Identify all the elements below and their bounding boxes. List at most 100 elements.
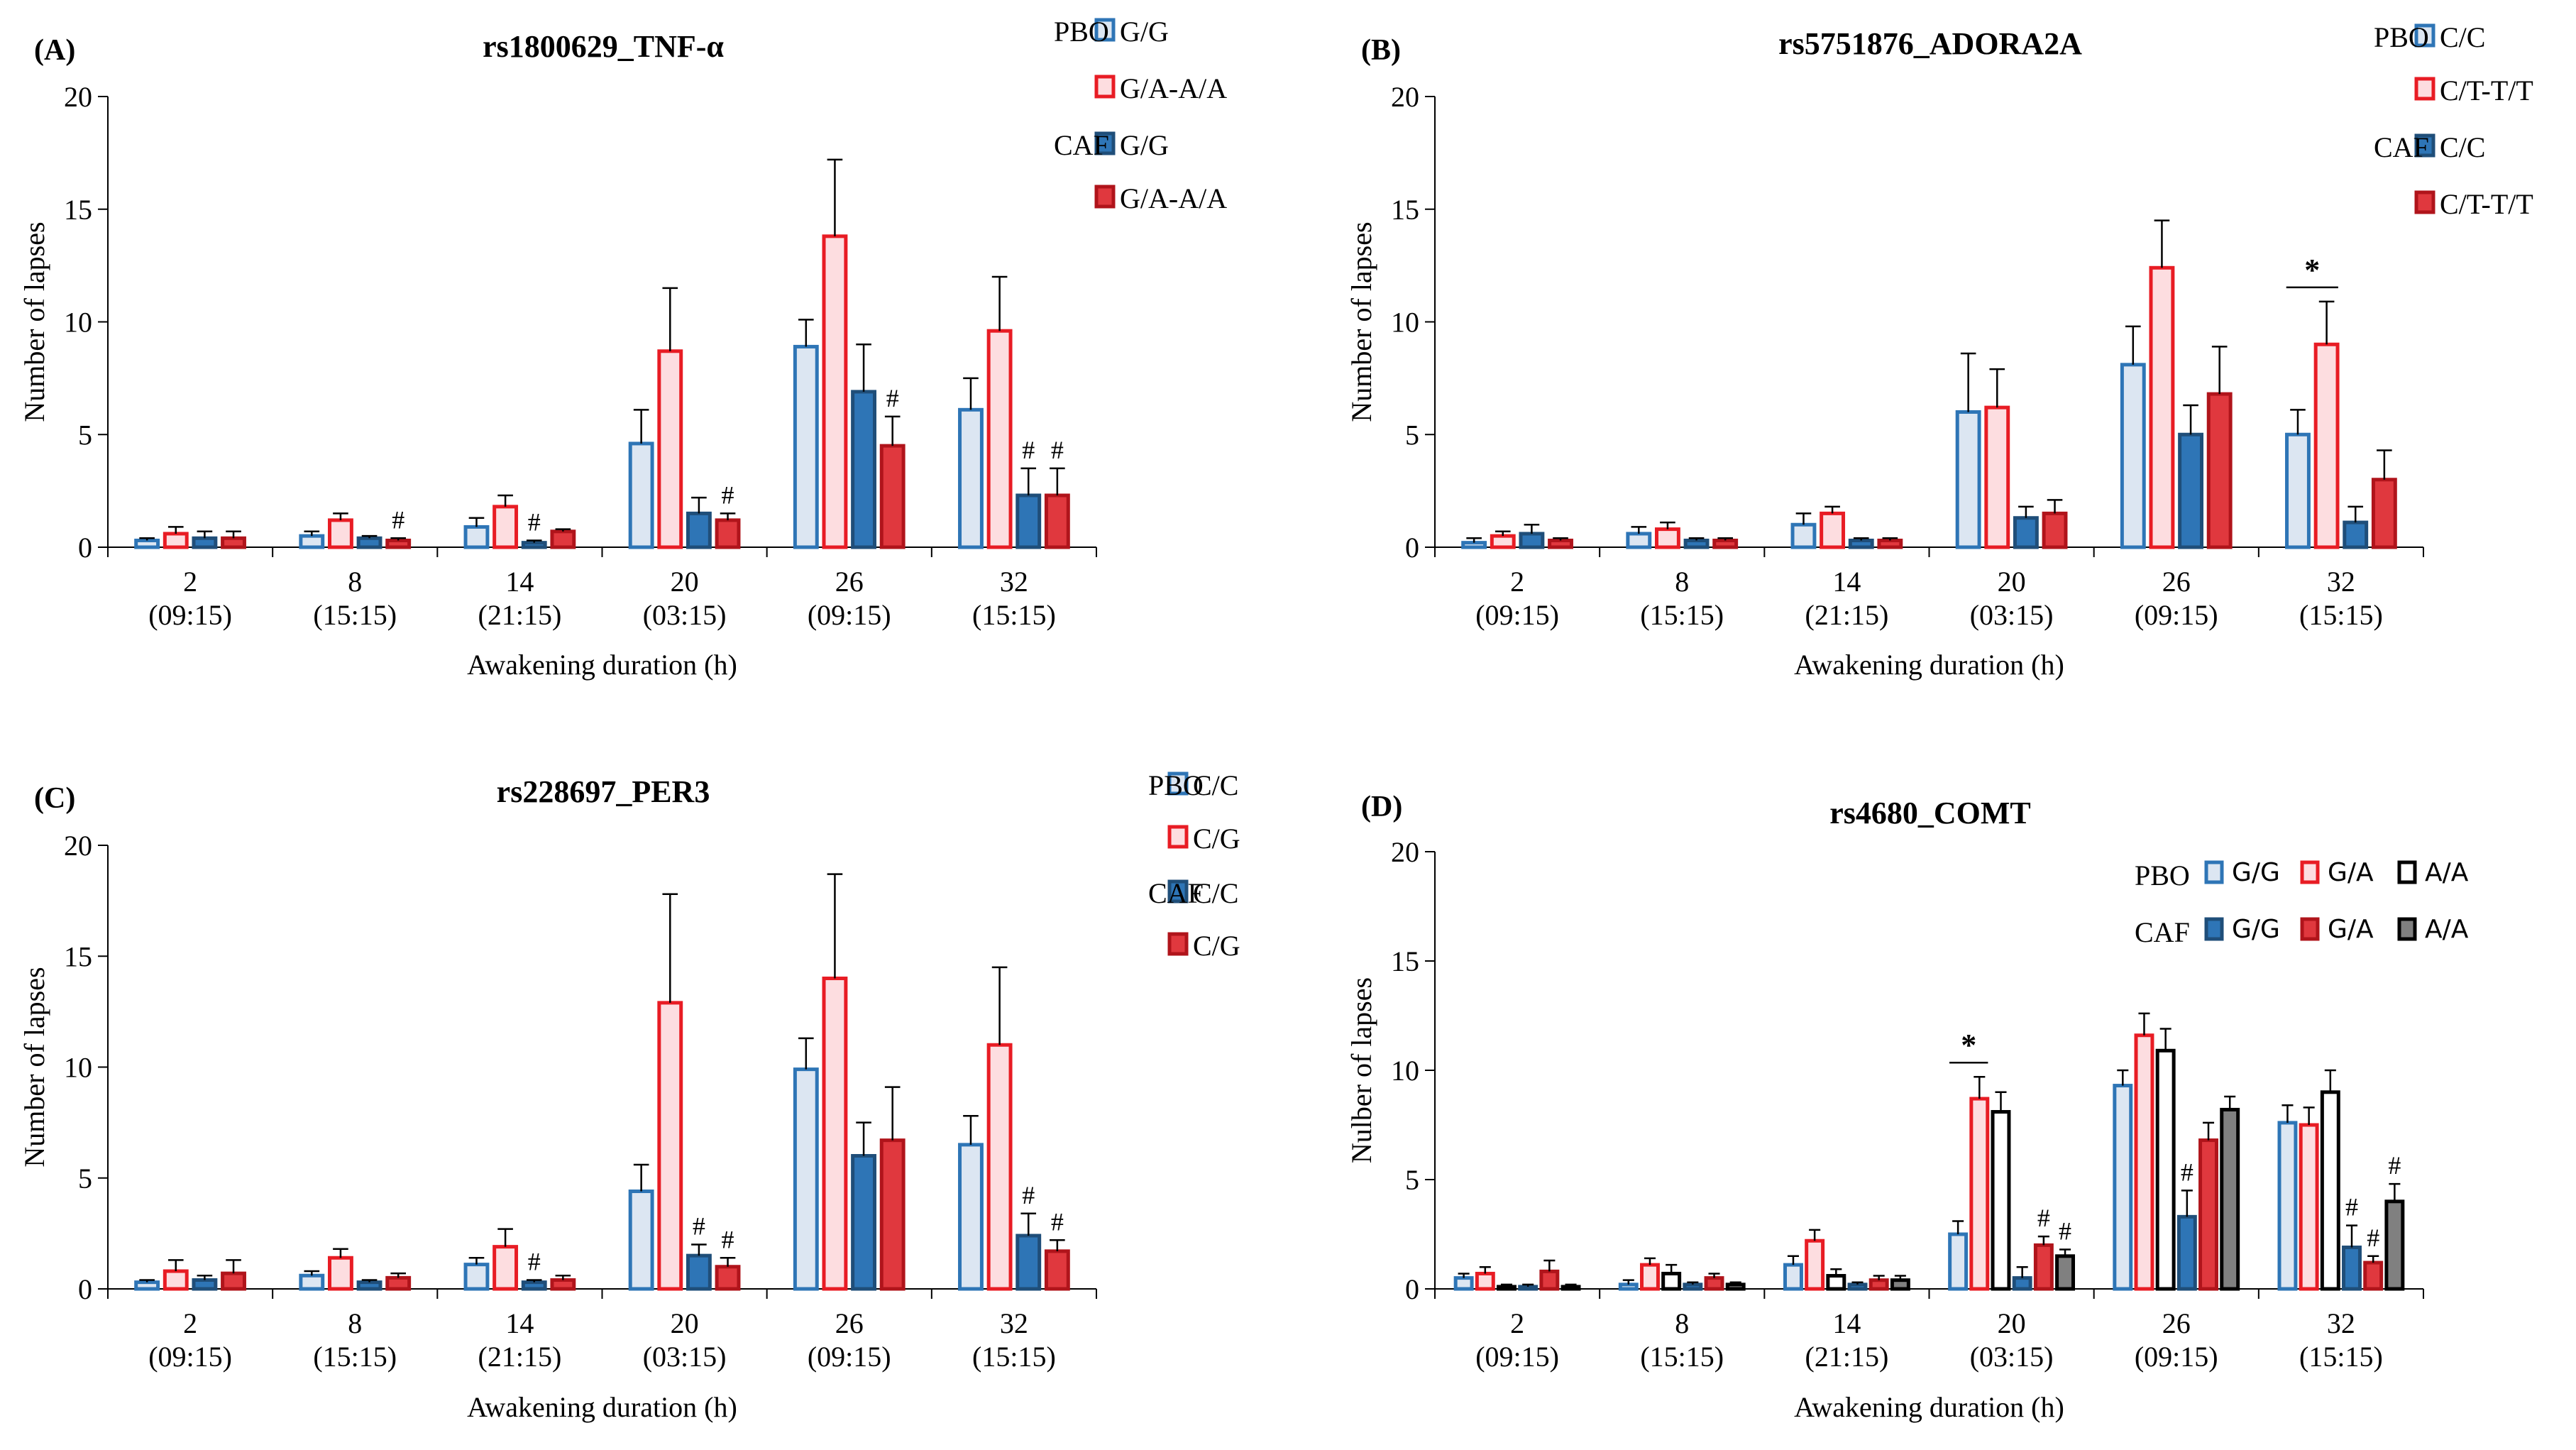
bar[interactable] xyxy=(385,1275,412,1291)
bar[interactable] xyxy=(2277,1121,2298,1291)
bar[interactable] xyxy=(192,536,218,549)
bar[interactable] xyxy=(1497,1285,1517,1291)
bar[interactable] xyxy=(1969,1097,1990,1291)
bar[interactable] xyxy=(2285,432,2311,549)
bar[interactable] xyxy=(958,1143,984,1291)
bar[interactable] xyxy=(1519,532,1545,549)
bar[interactable] xyxy=(1561,1285,1581,1291)
bar[interactable] xyxy=(163,532,189,549)
bar[interactable] xyxy=(715,518,741,549)
bar[interactable] xyxy=(1955,410,1981,549)
bar[interactable] xyxy=(463,524,490,549)
bar[interactable] xyxy=(1015,493,1042,549)
bar[interactable] xyxy=(1783,1263,1803,1291)
bar[interactable] xyxy=(1626,532,1652,549)
bar[interactable] xyxy=(2149,265,2175,549)
bar[interactable] xyxy=(2120,363,2146,549)
bar[interactable] xyxy=(1991,1110,2011,1291)
bar[interactable] xyxy=(2384,1199,2405,1291)
bar[interactable] xyxy=(1868,1278,1889,1291)
bar[interactable] xyxy=(299,534,325,549)
bar[interactable] xyxy=(1805,1238,1825,1291)
bar[interactable] xyxy=(2342,1245,2362,1291)
bar[interactable] xyxy=(851,390,877,549)
bar[interactable] xyxy=(1044,493,1070,549)
bar[interactable] xyxy=(299,1273,325,1291)
bar[interactable] xyxy=(686,1253,712,1291)
bar[interactable] xyxy=(715,1265,741,1291)
bar[interactable] xyxy=(1820,511,1846,549)
bar[interactable] xyxy=(1640,1263,1660,1291)
bar[interactable] xyxy=(793,1067,819,1291)
bar[interactable] xyxy=(1790,522,1817,549)
bar[interactable] xyxy=(2220,1107,2240,1291)
bar[interactable] xyxy=(986,329,1013,549)
bar[interactable] xyxy=(1890,1278,1910,1291)
bar[interactable] xyxy=(2155,1048,2176,1291)
bar[interactable] xyxy=(822,977,848,1291)
bar[interactable] xyxy=(1654,527,1680,549)
bar[interactable] xyxy=(879,1138,906,1291)
bar[interactable] xyxy=(2198,1138,2218,1291)
bar[interactable] xyxy=(1984,405,2010,549)
bar[interactable] xyxy=(1475,1271,1495,1291)
bar[interactable] xyxy=(1539,1269,1560,1291)
bar[interactable] xyxy=(356,536,382,549)
bar[interactable] xyxy=(550,529,576,549)
bar[interactable] xyxy=(657,1001,683,1291)
bar[interactable] xyxy=(958,407,984,549)
bar[interactable] xyxy=(686,511,712,549)
bar[interactable] xyxy=(2178,432,2204,549)
bar[interactable] xyxy=(1848,538,1874,549)
bar[interactable] xyxy=(2176,1214,2197,1291)
bar[interactable] xyxy=(1453,1276,1474,1291)
bar[interactable] xyxy=(327,1256,353,1291)
bar[interactable] xyxy=(628,1190,654,1291)
bar[interactable] xyxy=(492,505,519,549)
bar[interactable] xyxy=(1461,541,1487,549)
bar[interactable] xyxy=(2363,1260,2384,1291)
bar[interactable] xyxy=(1490,534,1516,549)
bar[interactable] xyxy=(134,1280,160,1291)
bar[interactable] xyxy=(1704,1276,1724,1291)
bar[interactable] xyxy=(1826,1274,1846,1291)
bar[interactable] xyxy=(550,1278,576,1291)
bar[interactable] xyxy=(1548,538,1573,549)
bar[interactable] xyxy=(2320,1090,2340,1291)
bar[interactable] xyxy=(986,1043,1013,1291)
bar[interactable] xyxy=(521,541,547,549)
bar[interactable] xyxy=(192,1278,218,1291)
bar[interactable] xyxy=(2012,1276,2032,1291)
bar[interactable] xyxy=(2313,342,2340,549)
bar[interactable] xyxy=(163,1269,189,1291)
bar[interactable] xyxy=(657,349,683,549)
bar[interactable] xyxy=(2134,1033,2154,1291)
bar[interactable] xyxy=(1725,1283,1746,1291)
bar[interactable] xyxy=(1877,538,1903,549)
bar[interactable] xyxy=(2055,1254,2076,1291)
bar[interactable] xyxy=(851,1154,877,1291)
bar[interactable] xyxy=(1683,1283,1703,1291)
bar[interactable] xyxy=(2042,511,2068,549)
bar[interactable] xyxy=(2343,520,2369,549)
bar[interactable] xyxy=(521,1280,547,1291)
bar[interactable] xyxy=(385,538,412,549)
bar[interactable] xyxy=(1948,1232,1969,1291)
bar[interactable] xyxy=(2371,478,2397,549)
bar[interactable] xyxy=(628,441,654,549)
bar[interactable] xyxy=(1847,1283,1868,1291)
bar[interactable] xyxy=(1661,1271,1682,1291)
bar[interactable] xyxy=(2033,1243,2054,1291)
bar[interactable] xyxy=(492,1245,519,1291)
bar[interactable] xyxy=(822,234,848,549)
bar[interactable] xyxy=(793,344,819,549)
bar[interactable] xyxy=(2206,392,2233,549)
bar[interactable] xyxy=(1683,538,1710,549)
bar[interactable] xyxy=(356,1280,382,1291)
bar[interactable] xyxy=(1015,1234,1042,1291)
bar[interactable] xyxy=(327,518,353,549)
bar[interactable] xyxy=(1044,1249,1070,1291)
bar[interactable] xyxy=(2013,516,2039,549)
bar[interactable] xyxy=(463,1263,490,1291)
bar[interactable] xyxy=(221,536,246,549)
